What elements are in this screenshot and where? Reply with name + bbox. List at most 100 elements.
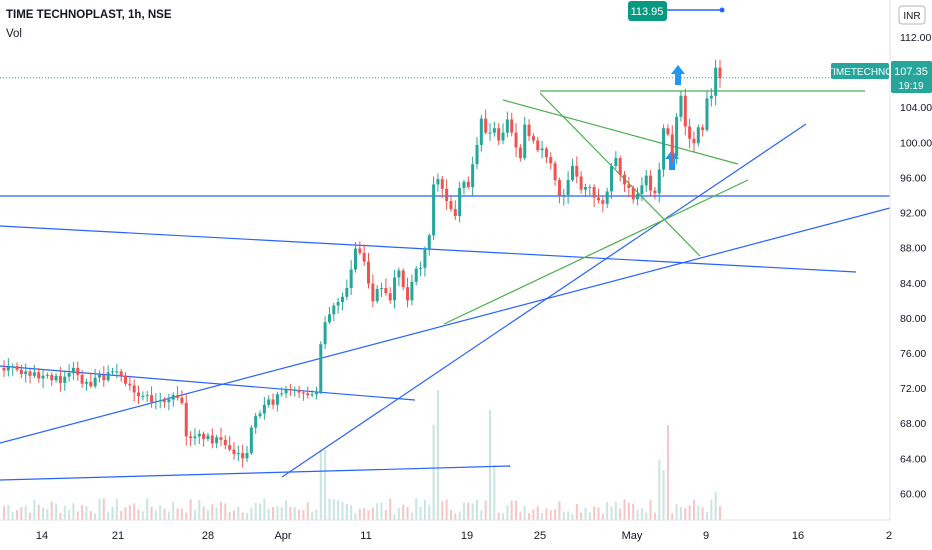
candle-body [180,397,184,404]
candle-body [466,181,470,188]
volume-bar [675,504,678,520]
candle-body [501,132,505,141]
trendline [502,99,739,165]
volume-bar [423,500,426,520]
candle-body [479,118,483,145]
candle-body [605,191,609,204]
currency-badge: INR [898,5,926,25]
volume-bar [510,500,513,520]
candle-body [367,261,371,284]
candle-body [249,427,253,454]
candle-body [24,371,28,375]
measure-value-text: 113.95 [631,6,664,18]
volume-bar [532,509,535,520]
candle-body [570,165,574,181]
y-tick-label: 68.00 [900,418,926,430]
x-tick-label: 21 [112,530,124,542]
candle-body [410,281,414,301]
measure-tag: 113.95 [628,1,725,21]
last-price-text: 107.35 [894,66,928,78]
candle-body [419,267,423,269]
volume-bar [497,512,500,520]
candle-body [141,395,145,397]
x-tick-label: 11 [360,530,371,542]
volume-bar [371,507,374,520]
volume-bar [319,450,322,520]
candle-body [145,395,149,397]
volume-bar [159,505,162,520]
candle-body [423,248,427,268]
volume-bar [111,506,114,520]
trendline [0,207,891,444]
candle-body [54,375,58,381]
candle-body [432,184,436,236]
volume-bar [528,513,531,520]
volume-bar [7,505,10,520]
volume-bar [302,510,305,520]
volume-bar [232,510,235,520]
candle-body [614,158,618,166]
volume-bar [445,499,448,520]
candle-body [163,400,167,403]
volume-bar [632,503,635,520]
volume-bar [719,506,721,520]
volume-bar [42,507,45,520]
candle-body [275,394,279,405]
x-tick-label: 25 [534,530,546,542]
volume-bar [684,507,687,520]
volume-bar [94,513,97,520]
candle-body [662,128,666,170]
volume-bar [285,500,288,520]
volume-bar [50,501,53,520]
candle-body [228,445,232,450]
volume-bar [649,499,652,520]
volume-bar [467,502,470,520]
candle-body [280,393,284,395]
volume-bar [120,510,123,520]
candle-body [50,374,54,381]
volume-bar [163,508,166,520]
volume-bar [198,499,201,520]
x-tick-label: May [622,530,643,542]
drawing-layer [0,65,891,481]
volume-bar [480,510,483,520]
volume-bar [146,498,149,520]
volume-bar [441,501,444,520]
candle-body [557,180,561,196]
volume-bar [705,512,708,520]
candle-body [488,132,492,134]
candle-body [345,288,349,297]
candle-body [124,375,128,384]
volume-bar [246,513,249,520]
volume-bar [376,503,379,520]
volume-bar [133,503,136,520]
y-tick-label: 60.00 [900,488,926,500]
volume-bar [688,505,691,520]
candle-body [202,433,206,440]
candle-body [284,388,288,394]
volume-bar [640,508,643,520]
volume-bar [541,512,544,520]
y-tick-label: 84.00 [900,278,926,290]
volume-bar [89,511,92,520]
candle-body [440,179,444,189]
volume-bar [710,499,713,520]
y-tick-label: 100.00 [900,137,932,149]
candle-body [475,144,479,165]
volume-bar [567,511,570,520]
volume-bar [588,512,591,520]
candle-body [531,136,535,141]
volume-bar [33,499,36,520]
volume-bar [666,425,669,520]
candle-body [679,95,683,117]
volume-bar [337,500,340,520]
volume-bar [454,513,457,520]
candle-body [536,140,540,151]
volume-bar [475,500,478,520]
volume-bar [506,505,509,520]
candle-body [11,366,15,368]
candle-body [197,433,201,437]
volume-bar [636,509,639,520]
candle-body [15,366,19,370]
candle-body [436,179,440,185]
